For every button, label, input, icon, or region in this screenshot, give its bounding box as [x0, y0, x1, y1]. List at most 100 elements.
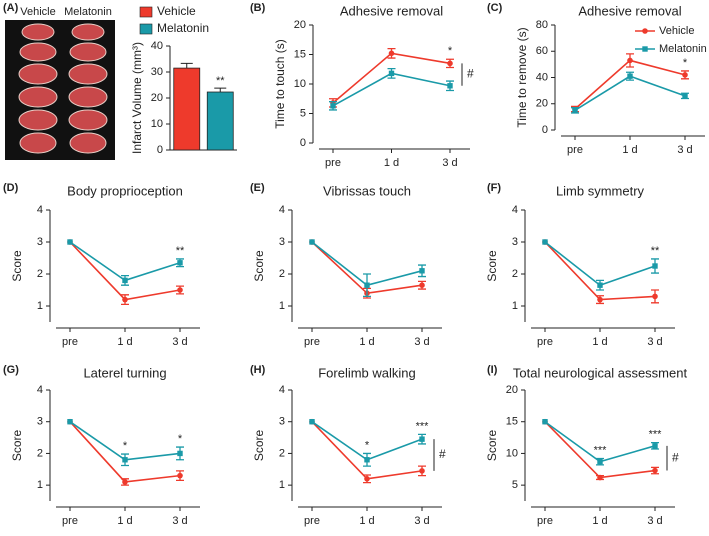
y-tick-label: 10	[506, 447, 518, 459]
point	[177, 287, 183, 293]
y-tick-label: 80	[536, 19, 548, 31]
series-line	[574, 59, 686, 110]
y-tick-label: 3	[512, 236, 518, 248]
y-tick-label: 4	[279, 384, 285, 396]
point	[122, 479, 128, 485]
bar	[206, 91, 234, 151]
group-significance: #	[467, 67, 474, 81]
y-tick-label: 3	[279, 416, 285, 428]
y-axis-label: Score	[252, 250, 266, 282]
y-tick-label: 3	[37, 236, 43, 248]
y-tick-label: 2	[279, 268, 285, 280]
x-tick-label: 1 d	[117, 336, 132, 348]
y-axis-label: Time to touch (s)	[273, 39, 287, 129]
y-tick-label: 2	[512, 268, 518, 280]
significance: ***	[594, 444, 608, 456]
point	[388, 50, 395, 57]
point	[364, 282, 370, 288]
y-tick-label: 1	[279, 479, 285, 491]
error-bar	[180, 62, 193, 69]
y-axis-label: Score	[10, 250, 24, 282]
point	[67, 419, 73, 425]
legend-marker	[642, 46, 648, 52]
y-axis-label: Score	[485, 250, 499, 282]
bar	[173, 67, 201, 151]
x-tick-label: pre	[304, 336, 320, 348]
image-label: Vehicle	[20, 6, 55, 18]
point	[682, 93, 688, 99]
point	[627, 57, 633, 64]
chart-title: Total neurological assessment	[513, 365, 688, 380]
legend-marker	[642, 28, 648, 34]
significance: **	[176, 245, 185, 257]
y-tick-label: 1	[279, 300, 285, 312]
y-axis-label: Score	[252, 430, 266, 462]
y-tick-label: 4	[512, 204, 518, 216]
group-significance: #	[439, 447, 446, 461]
panel-label: (C)	[487, 2, 503, 14]
significance: *	[178, 433, 183, 445]
chart-title: Body proprioception	[67, 183, 183, 198]
y-tick-label: 10	[294, 78, 306, 90]
point	[652, 263, 658, 269]
x-tick-label: 3 d	[414, 515, 429, 527]
significance: ***	[649, 429, 663, 441]
y-tick-label: 0	[157, 144, 163, 156]
x-tick-label: pre	[325, 157, 341, 169]
legend-label: Vehicle	[157, 4, 196, 18]
panel-label: (A)	[3, 2, 19, 14]
x-tick-label: 3 d	[647, 515, 662, 527]
significance: ***	[416, 420, 430, 432]
y-tick-label: 3	[37, 416, 43, 428]
point	[419, 436, 425, 442]
significance: **	[216, 75, 225, 87]
point	[177, 450, 183, 457]
point	[177, 260, 183, 266]
chart-title: Adhesive removal	[578, 3, 681, 18]
y-tick-label: 5	[512, 479, 518, 491]
y-tick-label: 4	[37, 204, 43, 216]
y-tick-label: 20	[151, 92, 163, 104]
x-tick-label: 1 d	[592, 336, 607, 348]
point	[652, 467, 658, 474]
panel-label: (G)	[3, 364, 19, 376]
error-bar	[214, 87, 227, 93]
x-tick-label: pre	[537, 336, 553, 348]
chart-title: Limb symmetry	[556, 183, 645, 198]
point	[627, 73, 633, 79]
point	[67, 239, 73, 245]
legend-label: Melatonin	[659, 43, 707, 55]
panel-label: (H)	[250, 364, 266, 376]
x-tick-label: 1 d	[592, 515, 607, 527]
y-tick-label: 20	[506, 384, 518, 396]
chart-title: Vibrissas touch	[323, 183, 411, 198]
y-tick-label: 15	[506, 416, 518, 428]
point	[572, 107, 578, 114]
x-tick-label: 1 d	[359, 515, 374, 527]
point	[419, 468, 425, 474]
point	[597, 474, 603, 481]
x-tick-label: pre	[62, 515, 78, 527]
panel-label: (F)	[487, 182, 501, 194]
series-line	[544, 241, 656, 287]
y-tick-label: 1	[512, 300, 518, 312]
chart-title: Forelimb walking	[318, 365, 416, 380]
y-tick-label: 30	[151, 66, 163, 78]
point	[419, 282, 425, 289]
point	[447, 83, 453, 89]
x-tick-label: 1 d	[359, 336, 374, 348]
point	[419, 268, 425, 274]
panel-label: (E)	[250, 182, 265, 194]
y-tick-label: 20	[536, 98, 548, 110]
point	[682, 72, 688, 78]
point	[597, 458, 603, 465]
point	[122, 457, 128, 463]
legend-label: Melatonin	[157, 21, 209, 35]
point	[330, 103, 336, 109]
point	[597, 296, 603, 303]
panel-label: (I)	[487, 364, 498, 376]
y-axis-label: Score	[485, 430, 499, 462]
y-tick-label: 15	[294, 48, 306, 60]
significance: *	[365, 439, 370, 451]
